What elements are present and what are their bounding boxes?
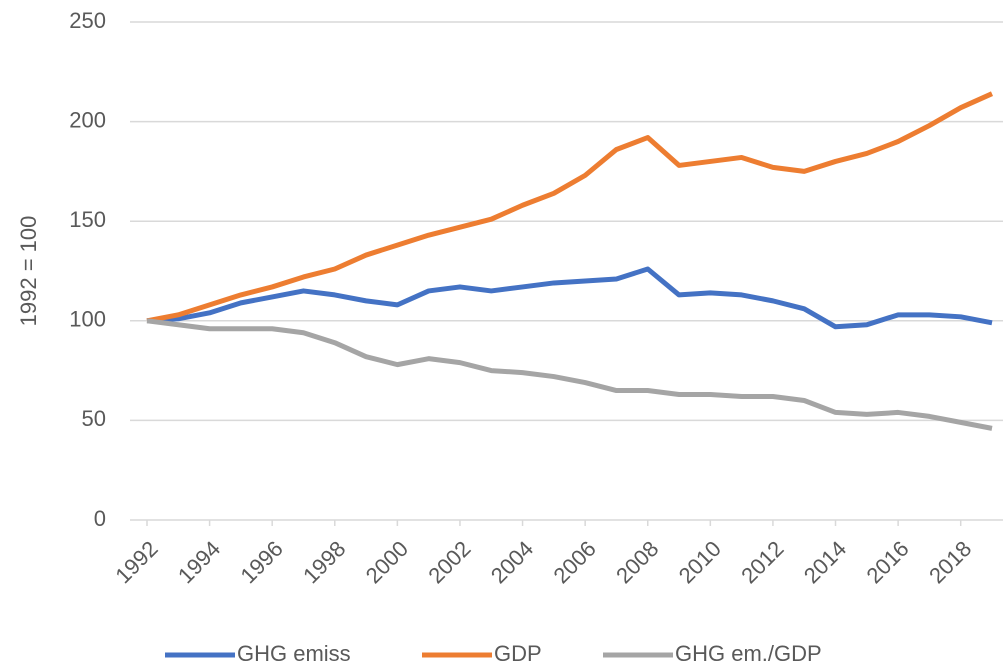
series-line bbox=[146, 318, 993, 431]
series-line bbox=[146, 91, 994, 324]
x-tick-label: 2004 bbox=[486, 536, 538, 588]
y-tick-label: 150 bbox=[69, 207, 106, 232]
y-tick-label: 0 bbox=[94, 506, 106, 531]
x-tick-label: 2012 bbox=[736, 536, 788, 588]
y-tick-label: 200 bbox=[69, 107, 106, 132]
x-tick-label: 2014 bbox=[799, 536, 851, 588]
y-tick-label: 250 bbox=[69, 8, 106, 33]
legend-label: GHG em./GDP bbox=[675, 641, 822, 666]
x-tick-label: 2006 bbox=[549, 536, 601, 588]
x-tick-label: 1992 bbox=[110, 536, 162, 588]
x-tick-label: 2002 bbox=[423, 536, 475, 588]
y-axis-label: 1992 = 100 bbox=[16, 216, 41, 327]
x-tick-label: 2000 bbox=[361, 536, 413, 588]
y-tick-label: 100 bbox=[69, 307, 106, 332]
x-tick-label: 1994 bbox=[173, 536, 225, 588]
y-tick-label: 50 bbox=[82, 406, 106, 431]
x-tick-label: 1998 bbox=[298, 536, 350, 588]
legend-label: GDP bbox=[494, 641, 542, 666]
x-tick-label: 2018 bbox=[924, 536, 976, 588]
x-tick-label: 2008 bbox=[611, 536, 663, 588]
legend-label: GHG emiss bbox=[237, 641, 351, 666]
x-tick-label: 1996 bbox=[236, 536, 288, 588]
series-line bbox=[146, 266, 993, 330]
x-tick-label: 2016 bbox=[861, 536, 913, 588]
x-tick-label: 2010 bbox=[674, 536, 726, 588]
